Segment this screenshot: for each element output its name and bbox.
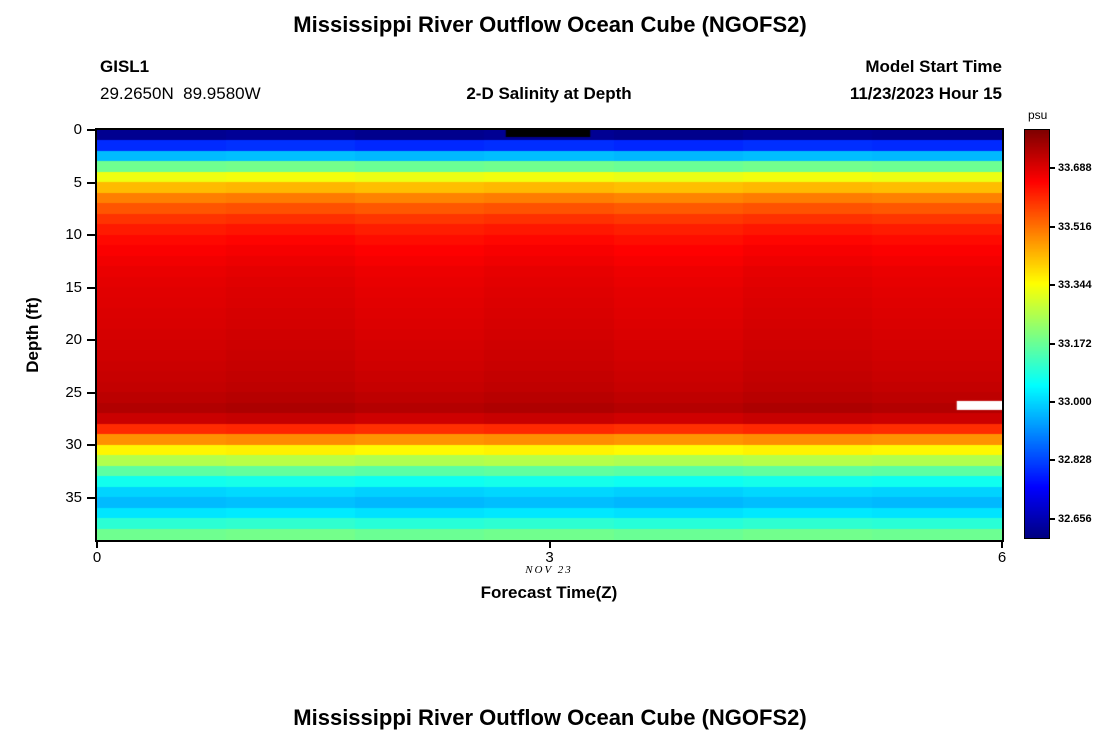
y-axis-tick-label: 15	[65, 278, 82, 296]
colorbar-tick-label: 33.688	[1058, 162, 1092, 175]
y-axis-tick-label: 25	[65, 383, 82, 401]
next-panel-title: Mississippi River Outflow Ocean Cube (NG…	[293, 705, 807, 730]
colorbar-tick-label: 33.516	[1058, 220, 1092, 233]
x-axis-tick-label: 0	[92, 549, 102, 566]
y-axis-tick-label: 10	[65, 226, 82, 244]
y-axis-tick-label: 35	[65, 488, 82, 506]
colorbar-tick-label: 33.344	[1058, 279, 1092, 292]
salinity-heatmap-canvas	[97, 130, 1002, 540]
y-axis-tick	[87, 496, 95, 499]
station-coordinates: 29.2650N 89.9580W	[100, 84, 261, 103]
page-title: Mississippi River Outflow Ocean Cube (NG…	[293, 12, 807, 37]
colorbar-tick-label: 33.172	[1058, 337, 1092, 350]
x-axis-tick-label: 6	[997, 549, 1007, 566]
y-axis-tick	[87, 234, 95, 237]
colorbar-tick-label: 32.828	[1058, 454, 1092, 467]
y-axis-tick-label: 30	[65, 436, 82, 454]
y-axis-tick	[87, 181, 95, 184]
colorbar-gradient-canvas	[1025, 130, 1049, 538]
model-start-time-label: Model Start Time	[865, 57, 1002, 76]
x-axis-date-label: NOV 23	[525, 564, 573, 576]
y-axis-tick-label: 20	[65, 331, 82, 349]
model-start-time-value: 11/23/2023 Hour 15	[849, 84, 1002, 103]
y-axis-tick	[87, 339, 95, 342]
y-axis-tick	[87, 391, 95, 394]
y-axis-tick	[87, 444, 95, 447]
y-axis-tick-label: 5	[73, 173, 82, 191]
colorbar-tick-label: 32.656	[1058, 512, 1092, 525]
plot-subtitle: 2-D Salinity at Depth	[466, 84, 632, 103]
y-axis-tick-label: 0	[73, 121, 82, 138]
colorbar-unit-label: psu	[1028, 108, 1048, 122]
y-axis-tick	[87, 286, 95, 289]
plot-area	[95, 128, 1004, 542]
y-axis-label: Depth (ft)	[23, 297, 42, 373]
station-id: GISL1	[100, 57, 150, 76]
colorbar	[1024, 129, 1050, 539]
y-axis-tick	[87, 129, 95, 131]
colorbar-tick-label: 33.000	[1058, 396, 1092, 408]
x-axis-label: Forecast Time(Z)	[480, 583, 618, 602]
